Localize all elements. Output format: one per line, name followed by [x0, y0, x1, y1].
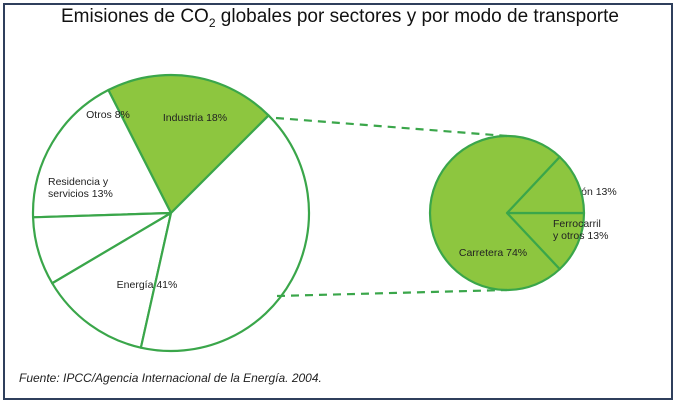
title-suffix: globales por sectores y por modo de tran…	[215, 6, 619, 27]
connector-line-bottom	[276, 288, 508, 298]
transport-slice-label-2: Carretera 74%	[459, 247, 527, 259]
transport-slice-label-line: y otros 13%	[553, 230, 608, 242]
sector-slice-0	[107, 73, 270, 215]
sector-slice-3	[51, 211, 173, 349]
title-prefix: Emisiones de CO	[61, 6, 209, 27]
transport-slice-label-1: Ferrocarril y otros 13%	[553, 218, 608, 242]
sector-slice-label-1: Industria 18%	[163, 112, 227, 124]
connector-line-top	[275, 116, 508, 138]
sector-slice-4	[139, 114, 311, 353]
sector-slice-label-2: Otros 8%	[86, 109, 130, 121]
sector-slice-label-line: Residencia y	[48, 176, 109, 188]
sector-slice-label-line: servicios 13%	[48, 188, 113, 200]
transport-slice-1	[505, 155, 586, 215]
title-subscript: 2	[208, 15, 216, 30]
transport-slice-label-line: Carretera 74%	[459, 247, 527, 259]
transport-slice-0	[505, 211, 586, 271]
transport-slice-label-line: Ferrocarril	[553, 218, 601, 230]
connector-lines	[275, 116, 508, 298]
sector-pie: Transporte 20%Industria 18%Otros 8%Resid…	[31, 73, 311, 353]
chart-title: Emisiones de CO2 globales por sectores y…	[0, 6, 680, 30]
transport-slice-2	[428, 134, 561, 292]
source-note: Fuente: IPCC/Agencia Internacional de la…	[19, 371, 322, 385]
sector-slice-label-line: Otros 8%	[86, 109, 130, 121]
sector-slice-label-3: Residencia y servicios 13%	[48, 176, 113, 200]
transport-pie: Aviación 13%Ferrocarril y otros 13%Carret…	[428, 134, 617, 292]
sector-slice-label-line: Energía 41%	[117, 279, 178, 291]
sector-slice-label-4: Energía 41%	[117, 279, 178, 291]
sector-slice-1	[31, 88, 173, 219]
sector-slice-label-line: Industria 18%	[163, 112, 227, 124]
